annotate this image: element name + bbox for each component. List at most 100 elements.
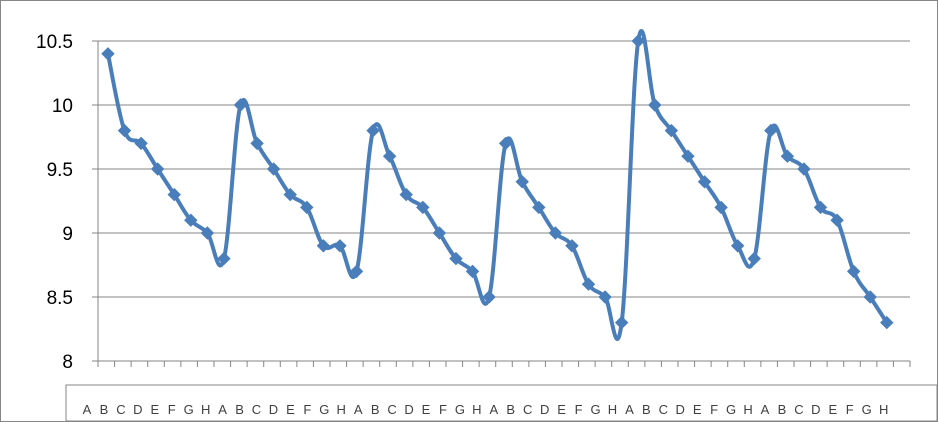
data-point [548,226,563,240]
data-point [614,315,629,330]
x-category-label: B [100,402,109,417]
y-tick-label: 9 [62,224,73,245]
x-category-label: G [455,402,465,417]
x-category-label: C [794,402,803,417]
data-point [681,149,695,163]
data-point [565,239,579,253]
x-category-label: F [846,402,854,417]
x-category-label: E [150,402,159,417]
x-category-label: C [523,402,532,417]
data-point [515,175,529,189]
data-point [349,264,364,279]
x-category-label: G [590,402,600,417]
x-category-label: D [133,402,142,417]
data-point [300,200,314,215]
data-point [134,136,148,151]
x-category-label: A [761,402,770,417]
data-point [366,123,380,138]
x-category-label: C [659,402,668,417]
data-point [316,239,331,253]
x-category-label: F [710,402,718,417]
x-category-label: B [778,402,787,417]
data-point [714,200,728,215]
x-category-label: G [184,402,194,417]
x-category-label: D [540,402,549,417]
y-tick-label: 9.5 [47,160,73,181]
x-category-label: G [726,402,736,417]
data-point [813,200,828,215]
data-point [631,34,645,48]
x-category-label: B [506,402,515,417]
data-point [664,123,679,138]
data-point [150,162,165,176]
data-point [184,213,198,227]
x-category-label: E [286,402,295,417]
x-category-label: B [371,402,380,417]
data-point [399,187,413,202]
x-category-label: A [218,402,227,417]
data-point [283,187,297,202]
x-category-label: E [828,402,837,417]
x-category-label: G [862,402,872,417]
data-point [200,226,215,240]
x-category-label: G [319,402,329,417]
x-category-label: C [387,402,396,417]
series-1 [105,29,889,341]
data-point [117,123,132,138]
x-category-label: C [116,402,125,417]
x-category-label: F [439,402,447,417]
x-category-label: H [337,402,346,417]
x-category-label: C [252,402,261,417]
data-point [880,315,894,330]
data-point [648,98,662,112]
data-point [764,123,778,138]
data-point [830,213,844,227]
data-point [797,162,811,176]
data-point [697,175,712,189]
data-point [482,290,496,304]
x-category-label: B [642,402,651,417]
x-category-label: A [625,402,634,417]
y-tick-label: 8 [62,352,73,373]
data-point [581,277,596,291]
data-point [780,149,795,163]
data-point [217,251,231,266]
data-point [416,200,430,215]
data-point [333,239,347,253]
data-point [449,251,463,266]
series-line [105,29,889,341]
data-point [846,264,861,279]
x-category-label: F [303,402,311,417]
x-category-label: H [743,402,752,417]
x-category-label: A [489,402,498,417]
gridlines [98,40,910,362]
data-point [747,251,761,266]
data-point [266,162,281,176]
data-point [532,200,546,215]
x-category-label: E [693,402,702,417]
data-point [382,149,397,163]
x-category-label: H [201,402,210,417]
x-category-label: F [168,402,176,417]
data-point [101,47,115,61]
data-point [498,136,513,151]
data-point [250,136,264,151]
data-point [730,239,745,253]
x-category-label: E [422,402,431,417]
x-category-label: F [575,402,583,417]
x-category-label: D [676,402,685,417]
category-label-box [65,384,937,421]
data-point [233,98,248,112]
x-category-label: A [354,402,363,417]
x-category-label: D [811,402,820,417]
y-tick-label: 8.5 [47,288,73,309]
data-point [465,264,480,279]
data-point [598,290,612,304]
data-point [167,187,181,202]
y-tick-label: 10 [52,96,73,117]
series-1-markers [101,34,894,330]
x-category-label: D [269,402,278,417]
